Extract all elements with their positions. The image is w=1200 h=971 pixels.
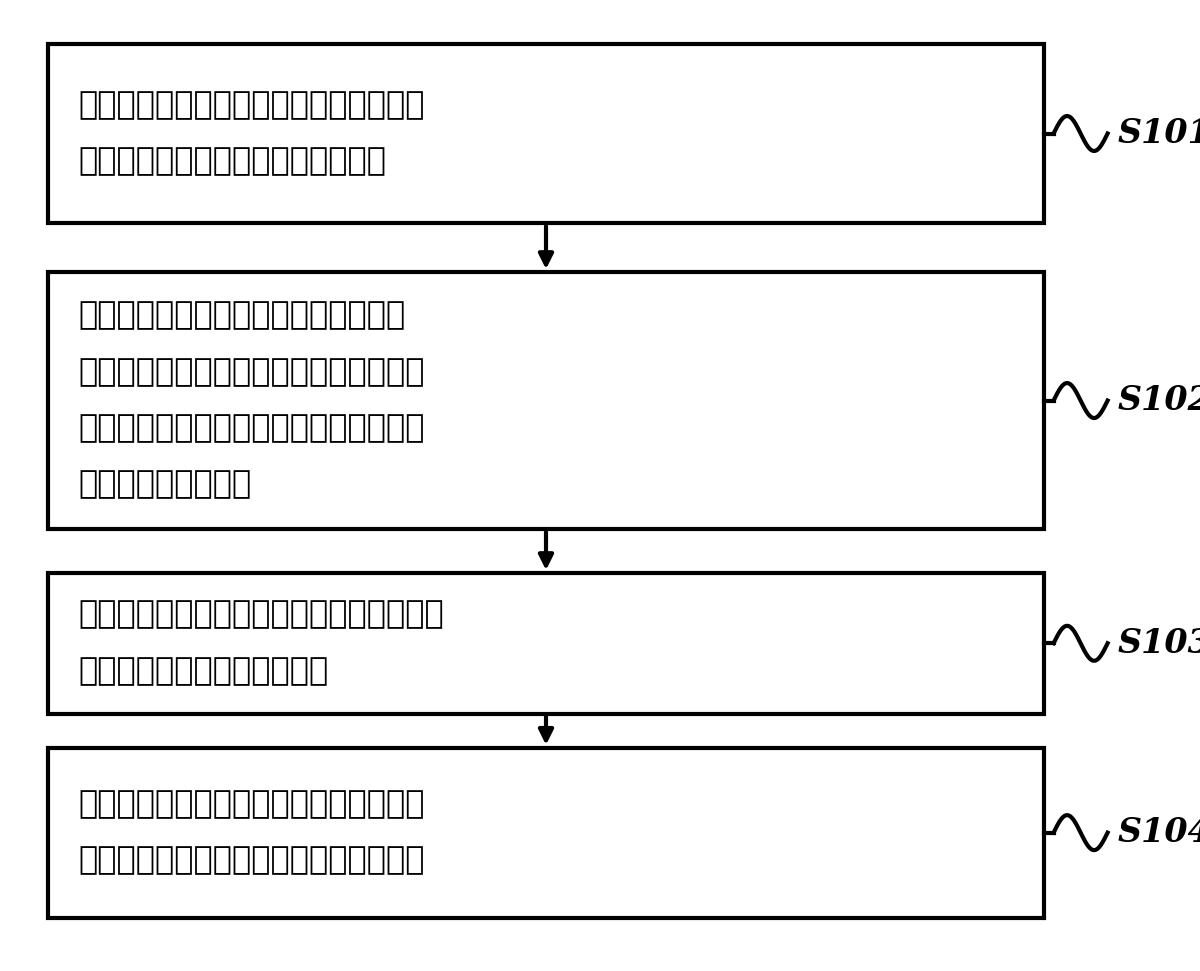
Text: 对多薄片样品进行矿物学分析、流体包: 对多薄片样品进行矿物学分析、流体包 xyxy=(78,301,406,331)
Text: 根据最终数据生成均一化温度校正图版，: 根据最终数据生成均一化温度校正图版， xyxy=(78,789,425,820)
Text: 根据岩心观察与分析选取碳酸盐岩样品，: 根据岩心观察与分析选取碳酸盐岩样品， xyxy=(78,90,425,120)
Text: 结合沉积、成岩环境研究等储层地质分析，: 结合沉积、成岩环境研究等储层地质分析， xyxy=(78,600,444,630)
Text: 裹体均一化测温，对粉末样品开展碳氧耦: 裹体均一化测温，对粉末样品开展碳氧耦 xyxy=(78,414,425,444)
Bar xyxy=(48,573,1044,714)
Bar xyxy=(48,272,1044,529)
Bar xyxy=(48,44,1044,223)
Bar xyxy=(48,748,1044,918)
Text: S104: S104 xyxy=(1117,817,1200,849)
Text: S101: S101 xyxy=(1117,117,1200,150)
Text: 并论证图版的合理性和检验图版的准确性: 并论证图版的合理性和检验图版的准确性 xyxy=(78,846,425,876)
Text: S103: S103 xyxy=(1117,627,1200,659)
Text: S102: S102 xyxy=(1117,385,1200,417)
Text: 并将所选取样品制备薄片及粉末样品: 并将所选取样品制备薄片及粉末样品 xyxy=(78,147,386,177)
Text: 对所获取数据进行处理和分析: 对所获取数据进行处理和分析 xyxy=(78,656,329,686)
Text: 合同位素测定与分析: 合同位素测定与分析 xyxy=(78,470,251,500)
Text: 裹体观察、阴极发光观察，并进行流体包: 裹体观察、阴极发光观察，并进行流体包 xyxy=(78,357,425,387)
